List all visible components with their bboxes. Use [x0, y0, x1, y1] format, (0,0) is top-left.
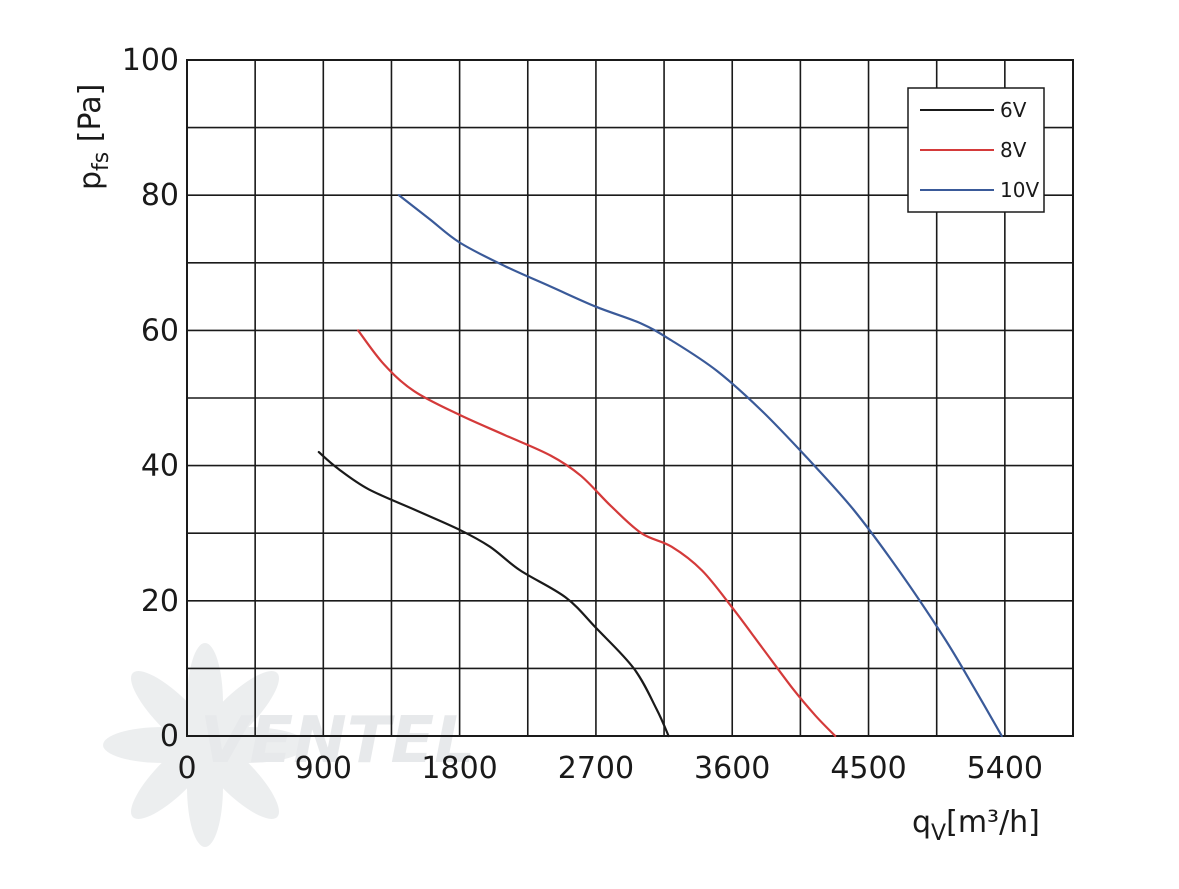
y-tick-label: 60: [141, 313, 179, 348]
y-axis-subscript: fs: [89, 152, 114, 171]
x-axis-symbol: q: [912, 805, 931, 840]
y-tick-label: 100: [122, 43, 179, 78]
x-tick-label: 900: [295, 751, 352, 786]
x-tick-label: 2700: [558, 751, 634, 786]
x-tick-label: 0: [177, 751, 196, 786]
x-axis-subscript: V: [931, 821, 946, 846]
x-tick-label: 5400: [967, 751, 1043, 786]
y-tick-label: 20: [141, 584, 179, 619]
svg-text:pfs [Pa]: pfs [Pa]: [73, 84, 114, 190]
x-axis-unit: [m³/h]: [946, 805, 1040, 840]
y-axis-unit: [Pa]: [73, 84, 108, 143]
y-axis-symbol: p: [73, 171, 108, 190]
legend-label-8v: 8V: [1000, 138, 1027, 162]
y-tick-label: 0: [160, 719, 179, 754]
series-line-6v: [317, 451, 670, 738]
y-axis-title: pfs [Pa]: [73, 84, 114, 190]
x-axis-title: qV[m³/h]: [912, 805, 1040, 846]
y-tick-label: 80: [141, 178, 179, 213]
x-tick-label: 1800: [421, 751, 497, 786]
svg-text:qV[m³/h]: qV[m³/h]: [912, 805, 1040, 846]
series-layer: [317, 194, 1003, 738]
tick-labels: 0 900 1800 2700 3600 4500 5400 0 20 40 60 80 100: [122, 43, 1043, 786]
legend: 6V 8V 10V: [907, 87, 1045, 213]
grid: [186, 59, 1074, 737]
x-tick-label: 3600: [694, 751, 770, 786]
plot-frame: [186, 59, 1074, 737]
y-tick-label: 40: [141, 449, 179, 484]
legend-label-6v: 6V: [1000, 98, 1027, 122]
series-line-8v: [357, 329, 837, 738]
x-tick-label: 4500: [830, 751, 906, 786]
watermark-text: VENTEL: [200, 704, 475, 778]
legend-label-10v: 10V: [1000, 178, 1039, 202]
series-line-10v: [397, 194, 1003, 738]
watermark-logo: VENTEL: [103, 643, 475, 847]
fan-icon: [103, 643, 307, 847]
